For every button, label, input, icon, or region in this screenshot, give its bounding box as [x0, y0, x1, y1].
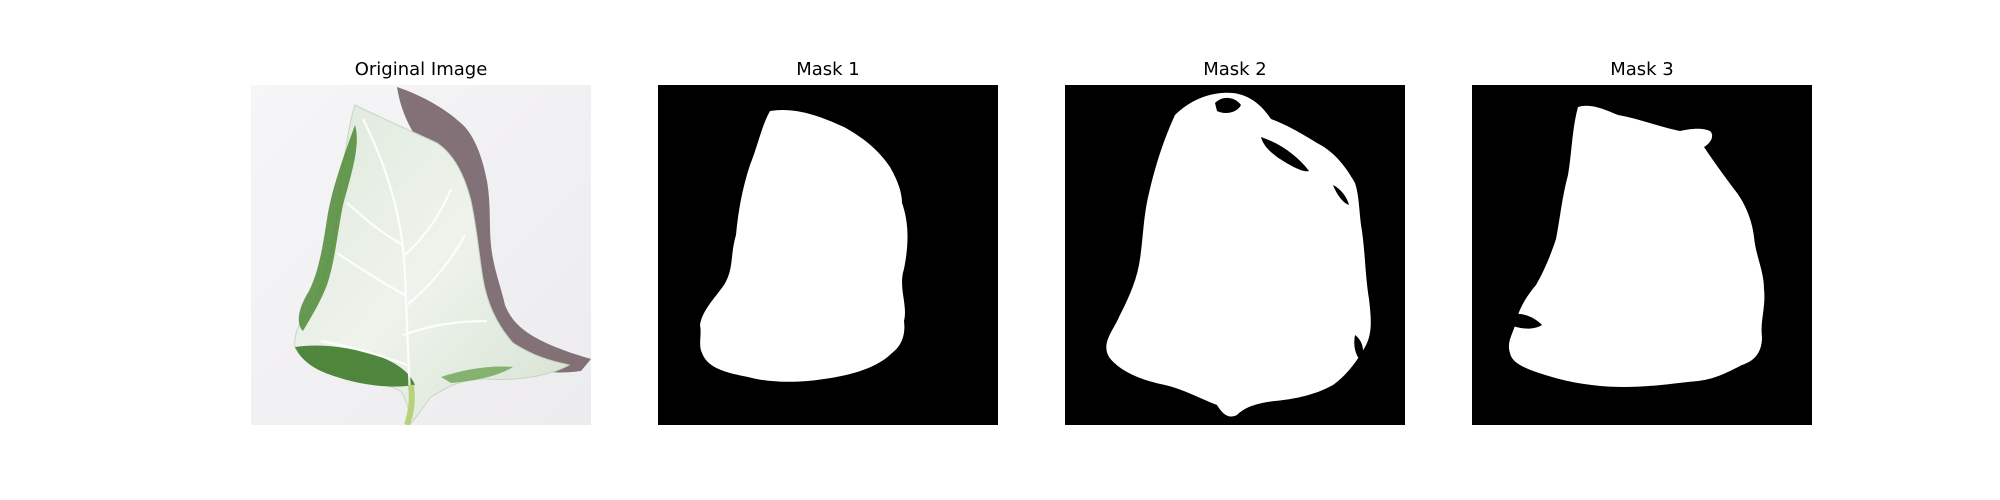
mask-foreground: [700, 109, 908, 382]
leaf-veins: [320, 118, 488, 422]
mask-hole-2: [1261, 137, 1309, 172]
original-image-panel: Original Image: [251, 0, 591, 500]
mask-foreground: [1508, 105, 1765, 388]
leaf-stem: [404, 384, 415, 425]
panel-title-mask-1: Mask 1: [796, 59, 860, 80]
mask-1-panel: Mask 1: [658, 0, 998, 500]
mask-foreground: [1106, 92, 1371, 417]
mask-2-panel: Mask 2: [1065, 0, 1405, 500]
panel-title-mask-3: Mask 3: [1610, 59, 1674, 80]
mask-3-panel: Mask 3: [1472, 0, 1812, 500]
mask-2-image: [1065, 85, 1405, 425]
mask-hole-3: [1333, 185, 1349, 205]
mask-3-image: [1472, 85, 1812, 425]
leaf-green-base: [295, 345, 415, 387]
mask-notch: [1506, 313, 1542, 329]
original-leaf-image: [251, 85, 591, 425]
leaf-green-lower-right: [441, 366, 513, 383]
mask-hole-1: [1215, 97, 1241, 113]
panel-title-original: Original Image: [354, 59, 488, 80]
leaf-green-edge: [298, 125, 357, 331]
panel-title-mask-2: Mask 2: [1203, 59, 1267, 80]
mask-1-image: [658, 85, 998, 425]
mask-hole-4: [1354, 335, 1363, 361]
